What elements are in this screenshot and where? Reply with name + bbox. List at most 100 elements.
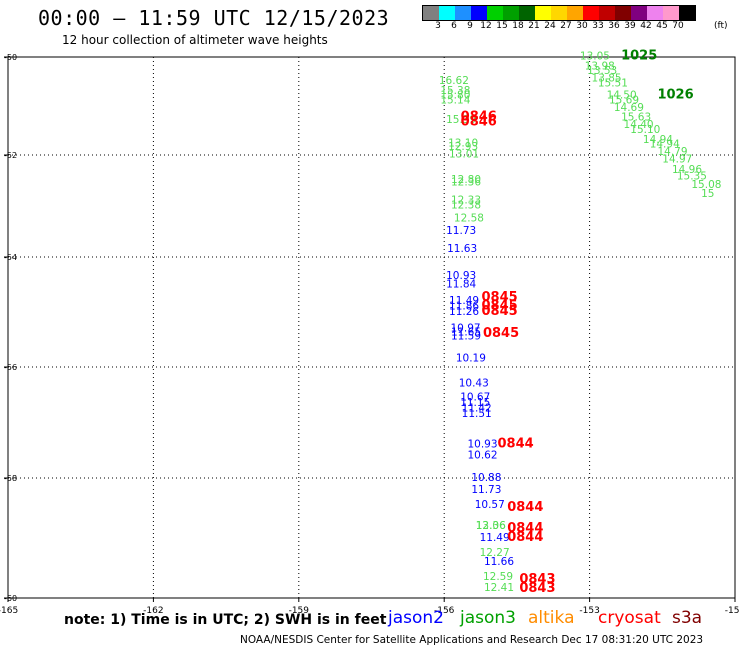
data-label-jason3: 12.33 <box>451 194 481 206</box>
data-label-jason3: 13.53 <box>587 65 617 77</box>
data-label-jason2: 10.67 <box>460 391 490 403</box>
data-label-jason2: 10.19 <box>456 353 486 365</box>
data-label-jason3: 13.05 <box>580 50 610 62</box>
legend-swatch <box>567 6 583 20</box>
data-label-jason2: 10.62 <box>467 450 497 462</box>
data-label-jason3: 15.08 <box>691 179 721 191</box>
data-label-jason3: 15.80 <box>440 90 470 102</box>
data-label-jason2: 10.88 <box>471 472 501 484</box>
data-label-jason3: 14.94 <box>643 134 673 146</box>
legend-swatch <box>503 6 519 20</box>
data-label-jason3: 12.58 <box>454 212 484 224</box>
note-text: note: 1) Time is in UTC; 2) SWH is in fe… <box>64 612 387 628</box>
legend-tick-label: 15 <box>496 21 508 31</box>
data-label-jason3: 12.27 <box>480 547 510 559</box>
legend-tick-label: 18 <box>512 21 524 31</box>
y-tick-label: -54 <box>4 253 17 262</box>
data-label-jason2: 11.15 <box>460 397 490 409</box>
y-tick-label: -52 <box>4 151 17 160</box>
data-label-jason3: 15.39 <box>446 114 476 126</box>
data-label-jason3: 14.79 <box>657 146 687 158</box>
data-label-jason2: 10.57 <box>475 499 505 511</box>
legend-swatch <box>599 6 615 20</box>
data-label-jason3: 14.94 <box>650 139 680 151</box>
x-tick-label: -159 <box>289 606 310 616</box>
legend-swatch <box>423 6 439 20</box>
data-label-jason3: 13.06 <box>476 520 506 532</box>
satellite-legend-jason3: jason3 <box>460 608 516 628</box>
data-label-cryosat: 0844 <box>498 436 534 451</box>
data-label-cryosat: 0843 <box>519 581 555 596</box>
legend-tick-label: 39 <box>624 21 636 31</box>
legend-unit: (ft) <box>714 21 728 31</box>
legend-tick-label: 24 <box>544 21 556 31</box>
data-label-jason2: 10.93 <box>446 270 476 282</box>
legend-swatch <box>439 6 455 20</box>
satellite-legend-cryosat: cryosat <box>598 608 661 628</box>
data-label-jason2: 11.49 <box>480 532 510 544</box>
data-label-jason3: 14.69 <box>614 102 644 114</box>
data-label-jason3: 12.80 <box>451 174 481 186</box>
data-label-jason3: 16.62 <box>439 75 469 87</box>
data-label-jason2: 11.42 <box>462 402 492 414</box>
data-label-jason3-time: 1026 <box>657 88 693 103</box>
data-label-jason3: 14.97 <box>662 154 692 166</box>
chart-subtitle: 12 hour collection of altimeter wave hei… <box>62 33 328 47</box>
data-label-jason3: 15.14 <box>440 95 470 107</box>
data-label-jason2: 11.73 <box>471 484 501 496</box>
legend-swatch <box>679 6 695 20</box>
data-label-cryosat: 0844 <box>507 521 543 536</box>
x-tick-label: -156 <box>434 606 455 616</box>
data-label-jason3: 13.01 <box>449 149 479 161</box>
legend-tick-label: 9 <box>467 21 473 31</box>
x-tick-label: -150 <box>725 606 740 616</box>
data-label-jason3: 15.63 <box>621 112 651 124</box>
data-label-cryosat: 0846 <box>461 115 497 130</box>
data-label-jason3: 13.98 <box>585 60 615 72</box>
legend-swatch <box>487 6 503 20</box>
legend-swatch <box>631 6 647 20</box>
data-label-jason3: 14.50 <box>607 90 637 102</box>
x-tick-label: -153 <box>579 606 599 616</box>
satellite-legend-s3a: s3a <box>672 608 703 628</box>
legend-swatch <box>583 6 599 20</box>
footer-credit: NOAA/NESDIS Center for Satellite Applica… <box>240 634 704 646</box>
y-tick-label: -56 <box>4 363 17 372</box>
legend-swatch <box>455 6 471 20</box>
data-label-cryosat: 0844 <box>507 500 543 515</box>
x-tick-label: -162 <box>143 606 163 616</box>
legend-swatch <box>551 6 567 20</box>
data-label-jason3: 14.96 <box>672 164 702 176</box>
color-legend <box>422 5 696 21</box>
data-label-jason3: 12.59 <box>483 571 513 583</box>
data-label-jason3: 12.36 <box>451 177 481 189</box>
legend-tick-label: 27 <box>560 21 572 31</box>
data-label-jason2: 10.93 <box>467 438 497 450</box>
x-tick-label: -165 <box>0 606 18 616</box>
data-label-jason2: 10.97 <box>451 322 481 334</box>
data-label-cryosat: 0845 <box>482 290 518 305</box>
data-label-jason2: 11.66 <box>484 556 514 568</box>
data-label-jason3: 12.93 <box>448 141 478 153</box>
data-label-jason3: 15.69 <box>609 95 639 107</box>
legend-tick-label: 6 <box>451 21 457 31</box>
data-label-jason2: 11.59 <box>451 331 481 343</box>
legend-tick-label: 21 <box>528 21 540 31</box>
legend-swatch <box>471 6 487 20</box>
legend-tick-label: 70 <box>672 21 684 31</box>
legend-tick-label: 12 <box>480 21 492 31</box>
data-label-jason3: 12.41 <box>484 582 514 594</box>
legend-swatch <box>663 6 679 20</box>
data-label-jason3: 15.38 <box>440 85 470 97</box>
satellite-legend-jason2: jason2 <box>388 608 444 628</box>
data-label-jason3: 15.35 <box>677 170 707 182</box>
chart-title: 00:00 – 11:59 UTC 12/15/2023 <box>38 6 390 30</box>
data-label-jason2: 11.65 <box>451 327 481 339</box>
data-label-jason2: 11.49 <box>449 295 479 307</box>
legend-tick-label: 36 <box>608 21 620 31</box>
data-label-jason3: 12.36 <box>476 520 506 532</box>
legend-tick-label: 33 <box>592 21 604 31</box>
data-label-jason3: 14.40 <box>624 119 654 131</box>
data-label-cryosat: 0845 <box>482 304 518 319</box>
data-label-jason2: 11.73 <box>446 225 476 237</box>
